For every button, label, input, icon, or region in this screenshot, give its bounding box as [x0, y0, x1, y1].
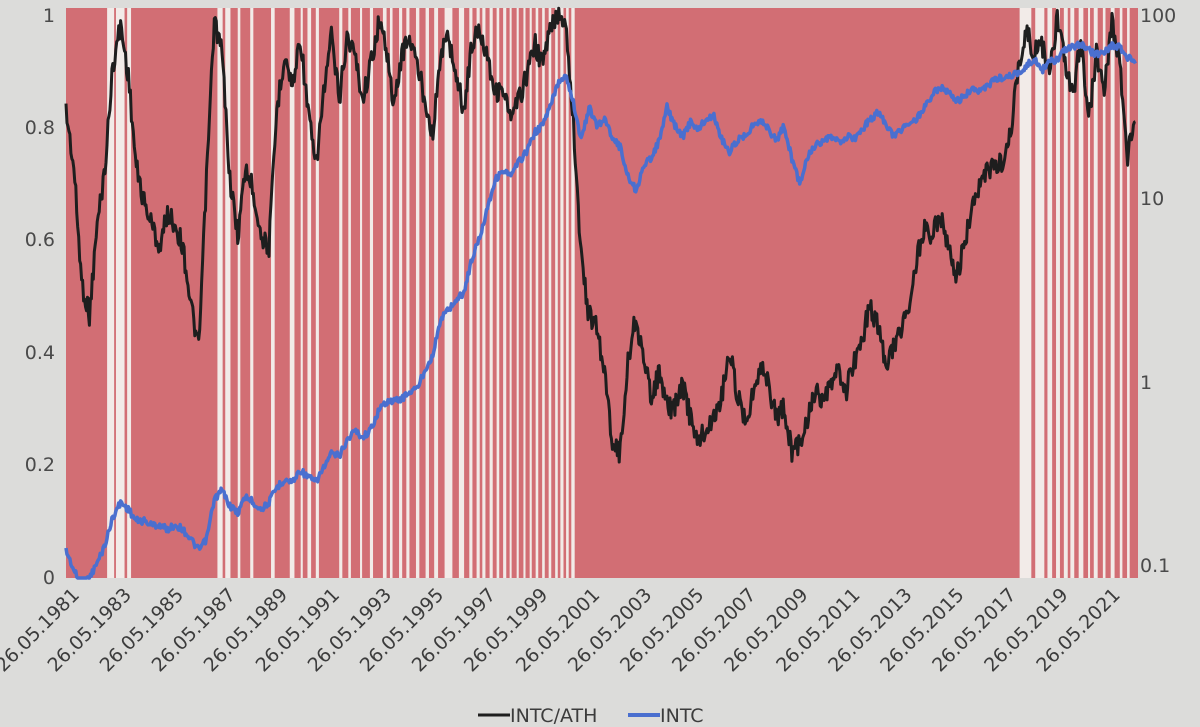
gap-band [1047, 8, 1053, 578]
right-y-axis: 0.1 1 10 100 [1140, 5, 1176, 577]
gap-band [482, 8, 486, 578]
gap-band [542, 8, 545, 578]
gap-band [1063, 8, 1068, 578]
gap-band [1035, 8, 1045, 578]
gap-band [1093, 8, 1098, 578]
left-tick-4: 0.8 [25, 117, 55, 139]
gap-band [496, 8, 500, 578]
gap-band [237, 8, 241, 578]
gap-band [115, 8, 125, 578]
gap-band [1110, 8, 1115, 578]
gap-band [1070, 8, 1075, 578]
gap-band [348, 8, 351, 578]
gap-band [307, 8, 312, 578]
gap-band [1088, 8, 1091, 578]
gap-band [529, 8, 532, 578]
gap-band [571, 8, 575, 578]
gap-band [360, 8, 363, 578]
left-tick-5: 1 [43, 5, 55, 27]
gap-band [1019, 8, 1032, 578]
gap-band [300, 8, 303, 578]
gap-band [560, 8, 564, 578]
gap-band [389, 8, 393, 578]
gap-band [217, 8, 223, 578]
left-tick-0: 0 [43, 567, 55, 589]
gap-band [315, 8, 319, 578]
left-y-axis: 0 0.2 0.4 0.6 0.8 1 [25, 5, 55, 589]
gap-band [250, 8, 254, 578]
gap-band [535, 8, 539, 578]
gap-band [523, 8, 526, 578]
right-tick-3: 100 [1140, 5, 1176, 27]
gap-band [476, 8, 480, 578]
gap-band [127, 8, 132, 578]
gap-band [434, 8, 439, 578]
gap-band [1102, 8, 1106, 578]
gap-band [399, 8, 403, 578]
legend-label-intc-ath: INTC/ATH [510, 705, 597, 727]
legend-label-intc: INTC [660, 705, 704, 727]
gap-band [489, 8, 493, 578]
right-tick-2: 10 [1140, 188, 1164, 210]
gap-band [406, 8, 410, 578]
gap-band [107, 8, 115, 578]
gap-band [425, 8, 429, 578]
right-tick-1: 1 [1140, 372, 1152, 394]
series-line-intc [64, 40, 1137, 580]
gap-band [1119, 8, 1123, 578]
series-line-intc-ath [64, 6, 1136, 464]
gap-band [1056, 8, 1060, 578]
gap-band [1127, 8, 1130, 578]
gap-band [469, 8, 473, 578]
legend: INTC/ATH INTC [478, 705, 704, 727]
gap-band [369, 8, 374, 578]
gap-band [289, 8, 295, 578]
left-tick-2: 0.4 [25, 342, 55, 364]
gap-band [225, 8, 231, 578]
right-tick-0: 0.1 [1140, 555, 1170, 577]
gap-band [271, 8, 275, 578]
gap-band [503, 8, 507, 578]
gap-band [555, 8, 558, 578]
gap-band [382, 8, 387, 578]
gap-band [1078, 8, 1084, 578]
left-tick-3: 0.6 [25, 229, 55, 251]
gap-band [516, 8, 519, 578]
gap-band [415, 8, 420, 578]
gap-band [339, 8, 343, 578]
gap-band [548, 8, 552, 578]
gap-band [444, 8, 453, 578]
x-axis: 26.05.198126.05.198326.05.198526.05.1987… [0, 584, 1125, 676]
gap-band [509, 8, 512, 578]
gap-band [566, 8, 569, 578]
left-tick-1: 0.2 [25, 454, 55, 476]
